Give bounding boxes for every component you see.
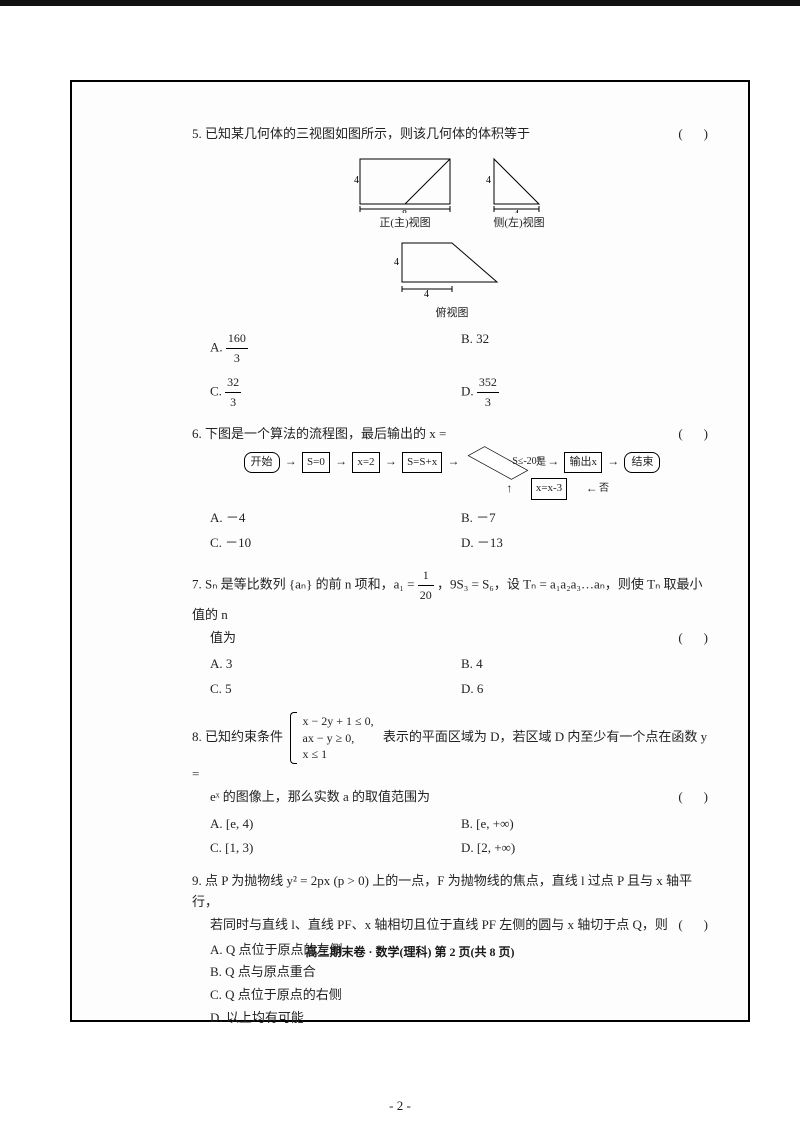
- top-view: 4 4: [392, 237, 512, 297]
- q9-opt-c: C. Q 点位于原点的右侧: [210, 985, 712, 1006]
- svg-text:4: 4: [394, 257, 399, 268]
- q5-opt-d: D. 3523: [461, 373, 712, 412]
- side-view-label: 侧(左)视图: [484, 215, 554, 233]
- outer-footer: - 2 -: [0, 1098, 800, 1114]
- q5-opt-a: A. 1603: [210, 329, 461, 368]
- question-7: 7. Sₙ 是等比数列 {aₙ} 的前 n 项和，a₁ = 120 ，9S₃ =…: [192, 566, 712, 703]
- brace-icon: [290, 712, 297, 764]
- flow-start: 开始: [244, 452, 280, 474]
- q7-opt-c: C. 5: [210, 679, 461, 700]
- answer-blank: ( ): [678, 787, 712, 808]
- flow-upd: S=S+x: [402, 452, 442, 474]
- q6-options: A. －4 B. －7 C. －10 D. －13: [210, 506, 712, 556]
- q5-opt-c: C. 323: [210, 373, 461, 412]
- q6-opt-a: A. －4: [210, 508, 461, 529]
- side-view: 4 4 侧(左)视图: [484, 151, 554, 233]
- answer-blank: ( ): [678, 915, 712, 936]
- svg-text:4: 4: [486, 175, 491, 186]
- question-6: 6. 下图是一个算法的流程图，最后输出的 x = ( ) 开始 → S=0 → …: [192, 424, 712, 556]
- q9-text-a: 9. 点 P 为抛物线 y² = 2px (p > 0) 上的一点，F 为抛物线…: [192, 873, 692, 909]
- q7-text-c: 值为: [210, 630, 236, 645]
- svg-text:4: 4: [354, 175, 359, 186]
- q8-conditions: x − 2y + 1 ≤ 0, ax − y ≥ 0, x ≤ 1: [303, 713, 374, 763]
- q7-text-a: 7. Sₙ 是等比数列 {aₙ} 的前 n 项和，a₁ =: [192, 576, 418, 591]
- q6-opt-d: D. －13: [461, 533, 712, 554]
- arrow-icon: →: [285, 452, 297, 471]
- q5-views-row2: 4 4 俯视图: [192, 237, 712, 324]
- q5-views-row1: 4 8 正(主)视图 4: [192, 151, 712, 233]
- question-8: 8. 已知约束条件 x − 2y + 1 ≤ 0, ax − y ≥ 0, x …: [192, 712, 712, 861]
- q6-opt-c: C. －10: [210, 533, 461, 554]
- svg-text:8: 8: [402, 209, 407, 213]
- q7-options: A. 3 B. 4 C. 5 D. 6: [210, 652, 712, 702]
- q8-text-a: 8. 已知约束条件: [192, 729, 283, 744]
- q9-opt-d: D. 以上均有可能: [210, 1008, 712, 1029]
- scan-frame: 5. 已知某几何体的三视图如图所示，则该几何体的体积等于 ( ) 4: [70, 80, 750, 1022]
- q5-options: A. 1603 B. 32 C. 323 D. 3523: [210, 327, 712, 414]
- question-5: 5. 已知某几何体的三视图如图所示，则该几何体的体积等于 ( ) 4: [192, 124, 712, 414]
- q8-cond3: x ≤ 1: [303, 746, 374, 763]
- page: 5. 已知某几何体的三视图如图所示，则该几何体的体积等于 ( ) 4: [0, 0, 800, 1132]
- q9-text-b: 若同时与直线 l、直线 PF、x 轴相切且位于直线 PF 左侧的圆与 x 轴切于…: [210, 917, 668, 932]
- arrow-icon: →: [385, 452, 397, 471]
- flow-cond: S≤-20?: [467, 451, 527, 473]
- q8-cond2: ax − y ≥ 0,: [303, 730, 374, 747]
- flow-no: 否: [599, 483, 609, 494]
- q9-opt-b: B. Q 点与原点重合: [210, 962, 712, 983]
- q6-text: 6. 下图是一个算法的流程图，最后输出的 x =: [192, 426, 446, 441]
- arrow-left-icon: ←: [586, 479, 598, 498]
- scan-artifact-top: [0, 0, 800, 6]
- q8-cond1: x − 2y + 1 ≤ 0,: [303, 713, 374, 730]
- flow-out: 输出x: [564, 452, 602, 474]
- q6-opt-b: B. －7: [461, 508, 712, 529]
- arrow-up-icon: ↑: [506, 479, 512, 498]
- inner-footer: 高三期末卷 · 数学(理科) 第 2 页(共 8 页): [72, 943, 748, 960]
- q7-opt-b: B. 4: [461, 654, 712, 675]
- q6-flowchart: 开始 → S=0 → x=2 → S=S+x → S≤-20? 是 → 输出x: [192, 451, 712, 500]
- q8-text-c: eˣ 的图像上，那么实数 a 的取值范围为: [210, 789, 430, 804]
- q8-opt-d: D. [2, +∞): [461, 838, 712, 859]
- answer-blank: ( ): [678, 424, 712, 445]
- exam-content: 5. 已知某几何体的三视图如图所示，则该几何体的体积等于 ( ) 4: [192, 122, 712, 1039]
- q5-opt-b: B. 32: [461, 329, 712, 368]
- q7-opt-d: D. 6: [461, 679, 712, 700]
- answer-blank: ( ): [678, 628, 712, 649]
- q8-opt-a: A. [e, 4): [210, 814, 461, 835]
- q7-opt-a: A. 3: [210, 654, 461, 675]
- q7-a1: 120: [418, 566, 434, 605]
- flow-s0: S=0: [302, 452, 330, 474]
- arrow-icon: →: [335, 452, 347, 471]
- q8-opt-b: B. [e, +∞): [461, 814, 712, 835]
- flow-dec: x=x-3: [531, 478, 567, 500]
- arrow-icon: →: [607, 452, 619, 471]
- front-view: 4 8 正(主)视图: [350, 151, 460, 233]
- svg-text:4: 4: [424, 289, 429, 297]
- flow-x2: x=2: [352, 452, 379, 474]
- front-view-label: 正(主)视图: [350, 215, 460, 233]
- svg-text:4: 4: [514, 209, 519, 213]
- q5-text: 5. 已知某几何体的三视图如图所示，则该几何体的体积等于: [192, 126, 530, 141]
- answer-blank: ( ): [678, 124, 712, 145]
- q8-opt-c: C. [1, 3): [210, 838, 461, 859]
- top-view-label: 俯视图: [392, 305, 512, 323]
- flow-end: 结束: [624, 452, 660, 474]
- arrow-icon: →: [447, 452, 459, 471]
- q8-options: A. [e, 4) B. [e, +∞) C. [1, 3) D. [2, +∞…: [210, 812, 712, 862]
